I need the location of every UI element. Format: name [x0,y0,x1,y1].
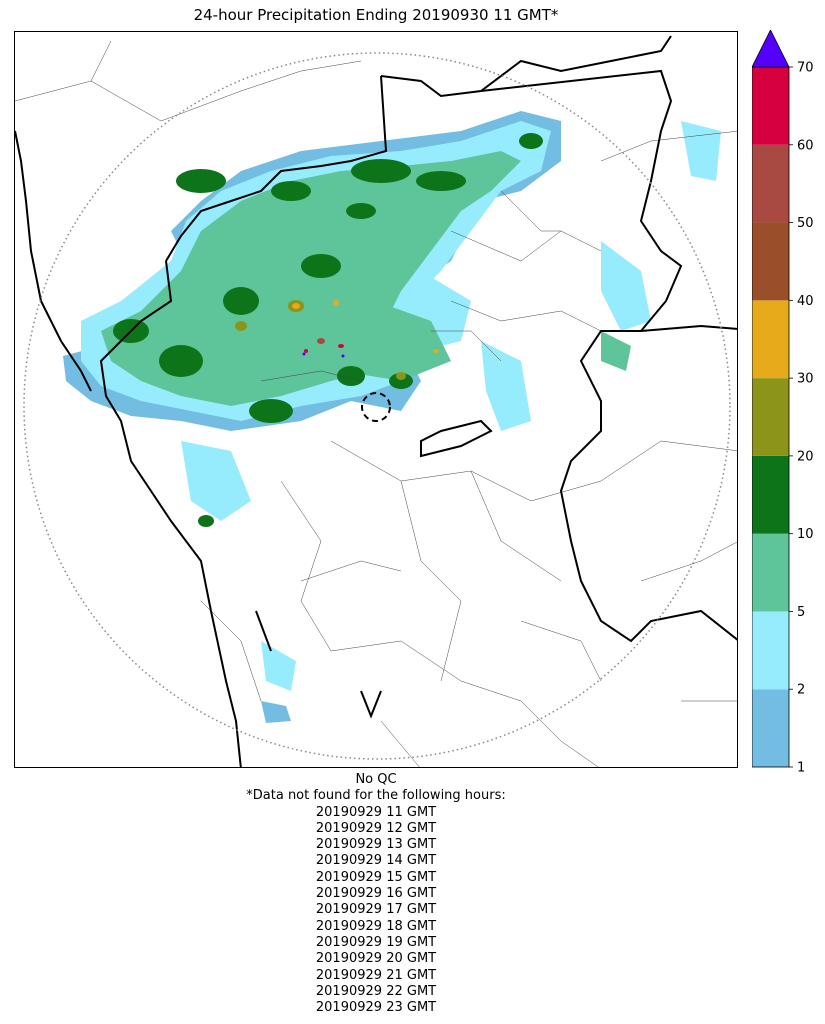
precip-layer-20-30 [235,300,406,380]
missing-hour-item: 20190929 22 GMT [315,983,437,999]
colorbar-bin [752,378,789,456]
colorbar-bin [752,222,789,301]
precip-layer-50-60 [317,338,325,344]
colorbar-bin [752,455,789,534]
colorbar-bin [752,533,789,612]
colorbar-bin [752,689,789,767]
colorbar-ticks: 1 2 5 10 20 30 40 50 60 70 [789,61,814,776]
colorbar-tick-label: 40 [797,294,814,309]
colorbar-tick-label: 30 [797,372,814,387]
missing-hour-item: 20190929 16 GMT [315,886,437,902]
precip-layer-over-70 [302,352,345,358]
missing-hour-item: 20190929 15 GMT [315,869,437,885]
missing-hour-item: 20190929 20 GMT [315,951,437,967]
radar-range-ring [23,52,731,760]
missing-hour-item: 20190929 12 GMT [315,820,437,836]
missing-hour-item: 20190929 21 GMT [315,967,437,983]
radar-site-marker [361,392,391,422]
colorbar-tick-label: 5 [797,605,805,620]
colorbar-tick-label: 10 [797,527,814,542]
missing-hour-item: 20190929 23 GMT [315,1000,437,1016]
colorbar-tick-label: 20 [797,449,814,464]
map-title: 24-hour Precipitation Ending 20190930 11… [193,6,559,24]
colorbar-tick-label: 1 [797,761,805,776]
colorbar: 1 2 5 10 20 30 40 50 60 70 [752,30,814,776]
missing-header: *Data not found for the following hours: [246,788,506,804]
precip-layer-60-70 [304,344,344,353]
colorbar-bin [752,611,789,690]
missing-hour-item: 20190929 11 GMT [315,804,437,820]
colorbar-extend-arrow [752,30,790,68]
precip-layer-30-40 [292,300,439,353]
precipitation-map [14,31,738,768]
missing-hour-item: 20190929 14 GMT [315,853,437,869]
colorbar-tick-label: 50 [797,216,814,231]
precip-layer-5-10 [101,151,631,406]
qc-status: No QC [355,772,397,787]
footnotes: No QC *Data not found for the following … [0,772,752,1016]
missing-hours-list: 20190929 11 GMT 20190929 12 GMT 20190929 1… [0,805,752,1017]
colorbar-bins [752,66,790,768]
colorbar-bin [752,144,789,223]
colorbar-tick-label: 2 [797,683,805,698]
state-boundaries [15,35,737,767]
colorbar-tick-label: 70 [797,61,814,76]
missing-hour-item: 20190929 19 GMT [315,934,437,950]
colorbar-bin [752,300,789,379]
missing-hour-item: 20190929 17 GMT [315,902,437,918]
missing-hour-item: 20190929 13 GMT [315,837,437,853]
missing-hour-item: 20190929 18 GMT [315,918,437,934]
district-boundaries [15,40,737,767]
map-canvas [15,35,737,767]
colorbar-bin [752,67,789,145]
colorbar-tick-label: 60 [797,138,814,153]
